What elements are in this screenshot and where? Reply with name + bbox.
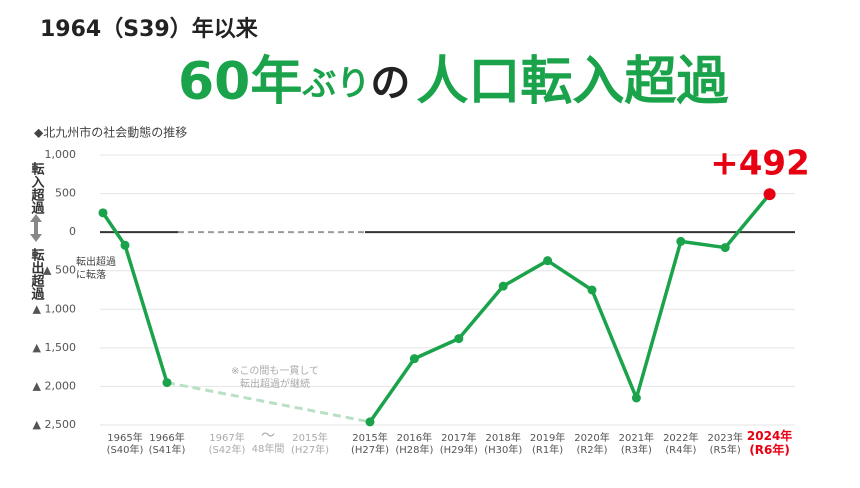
gap-label: 2015年(H27年) (291, 431, 329, 456)
x-tick-label: 2019年(R1年) (530, 431, 565, 456)
axis-arrow (30, 214, 42, 242)
data-point (543, 256, 553, 266)
data-point (498, 281, 508, 291)
gap-label: 48年間 (252, 442, 285, 455)
annotation: 転出超過に転落 (76, 255, 116, 281)
y-tick-label: 0 (69, 225, 76, 238)
x-tick-label: 2024年(R6年) (747, 428, 792, 457)
y-tick-label: ▲ 2,500 (33, 418, 76, 431)
subtitle: ◆北九州市の社会動態の推移 (34, 125, 187, 140)
up-label: 転入超過 (29, 161, 46, 215)
y-tick-label: ▲ 1,000 (33, 302, 76, 315)
x-tick-label: 2020年(R2年) (574, 431, 609, 456)
headline-part: 人口転入超過 (416, 52, 729, 112)
y-tick-label: ▲ 2,000 (33, 379, 76, 392)
y-tick-label: 1,000 (45, 148, 77, 161)
line-series (101, 211, 169, 384)
down-label: 転出超過 (29, 247, 46, 301)
data-point (454, 334, 464, 344)
x-tick-label: 2015年(H27年) (351, 431, 389, 456)
headline-part: の (370, 60, 410, 106)
x-tick-label: 1966年(S41年) (149, 431, 186, 456)
data-point (120, 240, 130, 250)
x-tick-label: 2017年(H29年) (440, 431, 478, 456)
kicker: 1964（S39）年以来 (40, 16, 259, 42)
data-point (631, 393, 641, 403)
annotation: ※この間も一貫して転出超過が継続 (231, 365, 319, 390)
headline-part: 60年 (178, 52, 302, 112)
headline: 60年ぶりの 人口転入超過 (178, 52, 729, 112)
gap-connector (166, 381, 371, 424)
y-tick-label: ▲ 500 (43, 264, 76, 277)
y-tick-label: 500 (55, 187, 76, 200)
gap-label: 1967年(S42年) (209, 431, 246, 456)
data-point (676, 236, 686, 246)
line-series (368, 193, 771, 423)
data-point (162, 378, 172, 388)
x-tick-label: 2021年(R3年) (619, 431, 654, 456)
x-tick-label: 1965年(S40年) (107, 431, 144, 456)
data-point (365, 417, 375, 427)
x-tick-label: 2016年(H28年) (395, 431, 433, 456)
x-tick-label: 2023年(R5年) (707, 431, 742, 456)
gap-label: ～ (261, 428, 275, 444)
data-point (763, 188, 776, 201)
y-tick-label: ▲ 1,500 (33, 341, 76, 354)
headline-part: ぶり (301, 64, 370, 104)
x-tick-label: 2022年(R4年) (663, 431, 698, 456)
data-point (587, 285, 597, 295)
x-tick-label: 2018年(H30年) (484, 431, 522, 456)
value-callout: +492 (710, 144, 809, 184)
data-point (409, 354, 419, 364)
data-point (720, 243, 730, 253)
data-point (98, 208, 108, 218)
